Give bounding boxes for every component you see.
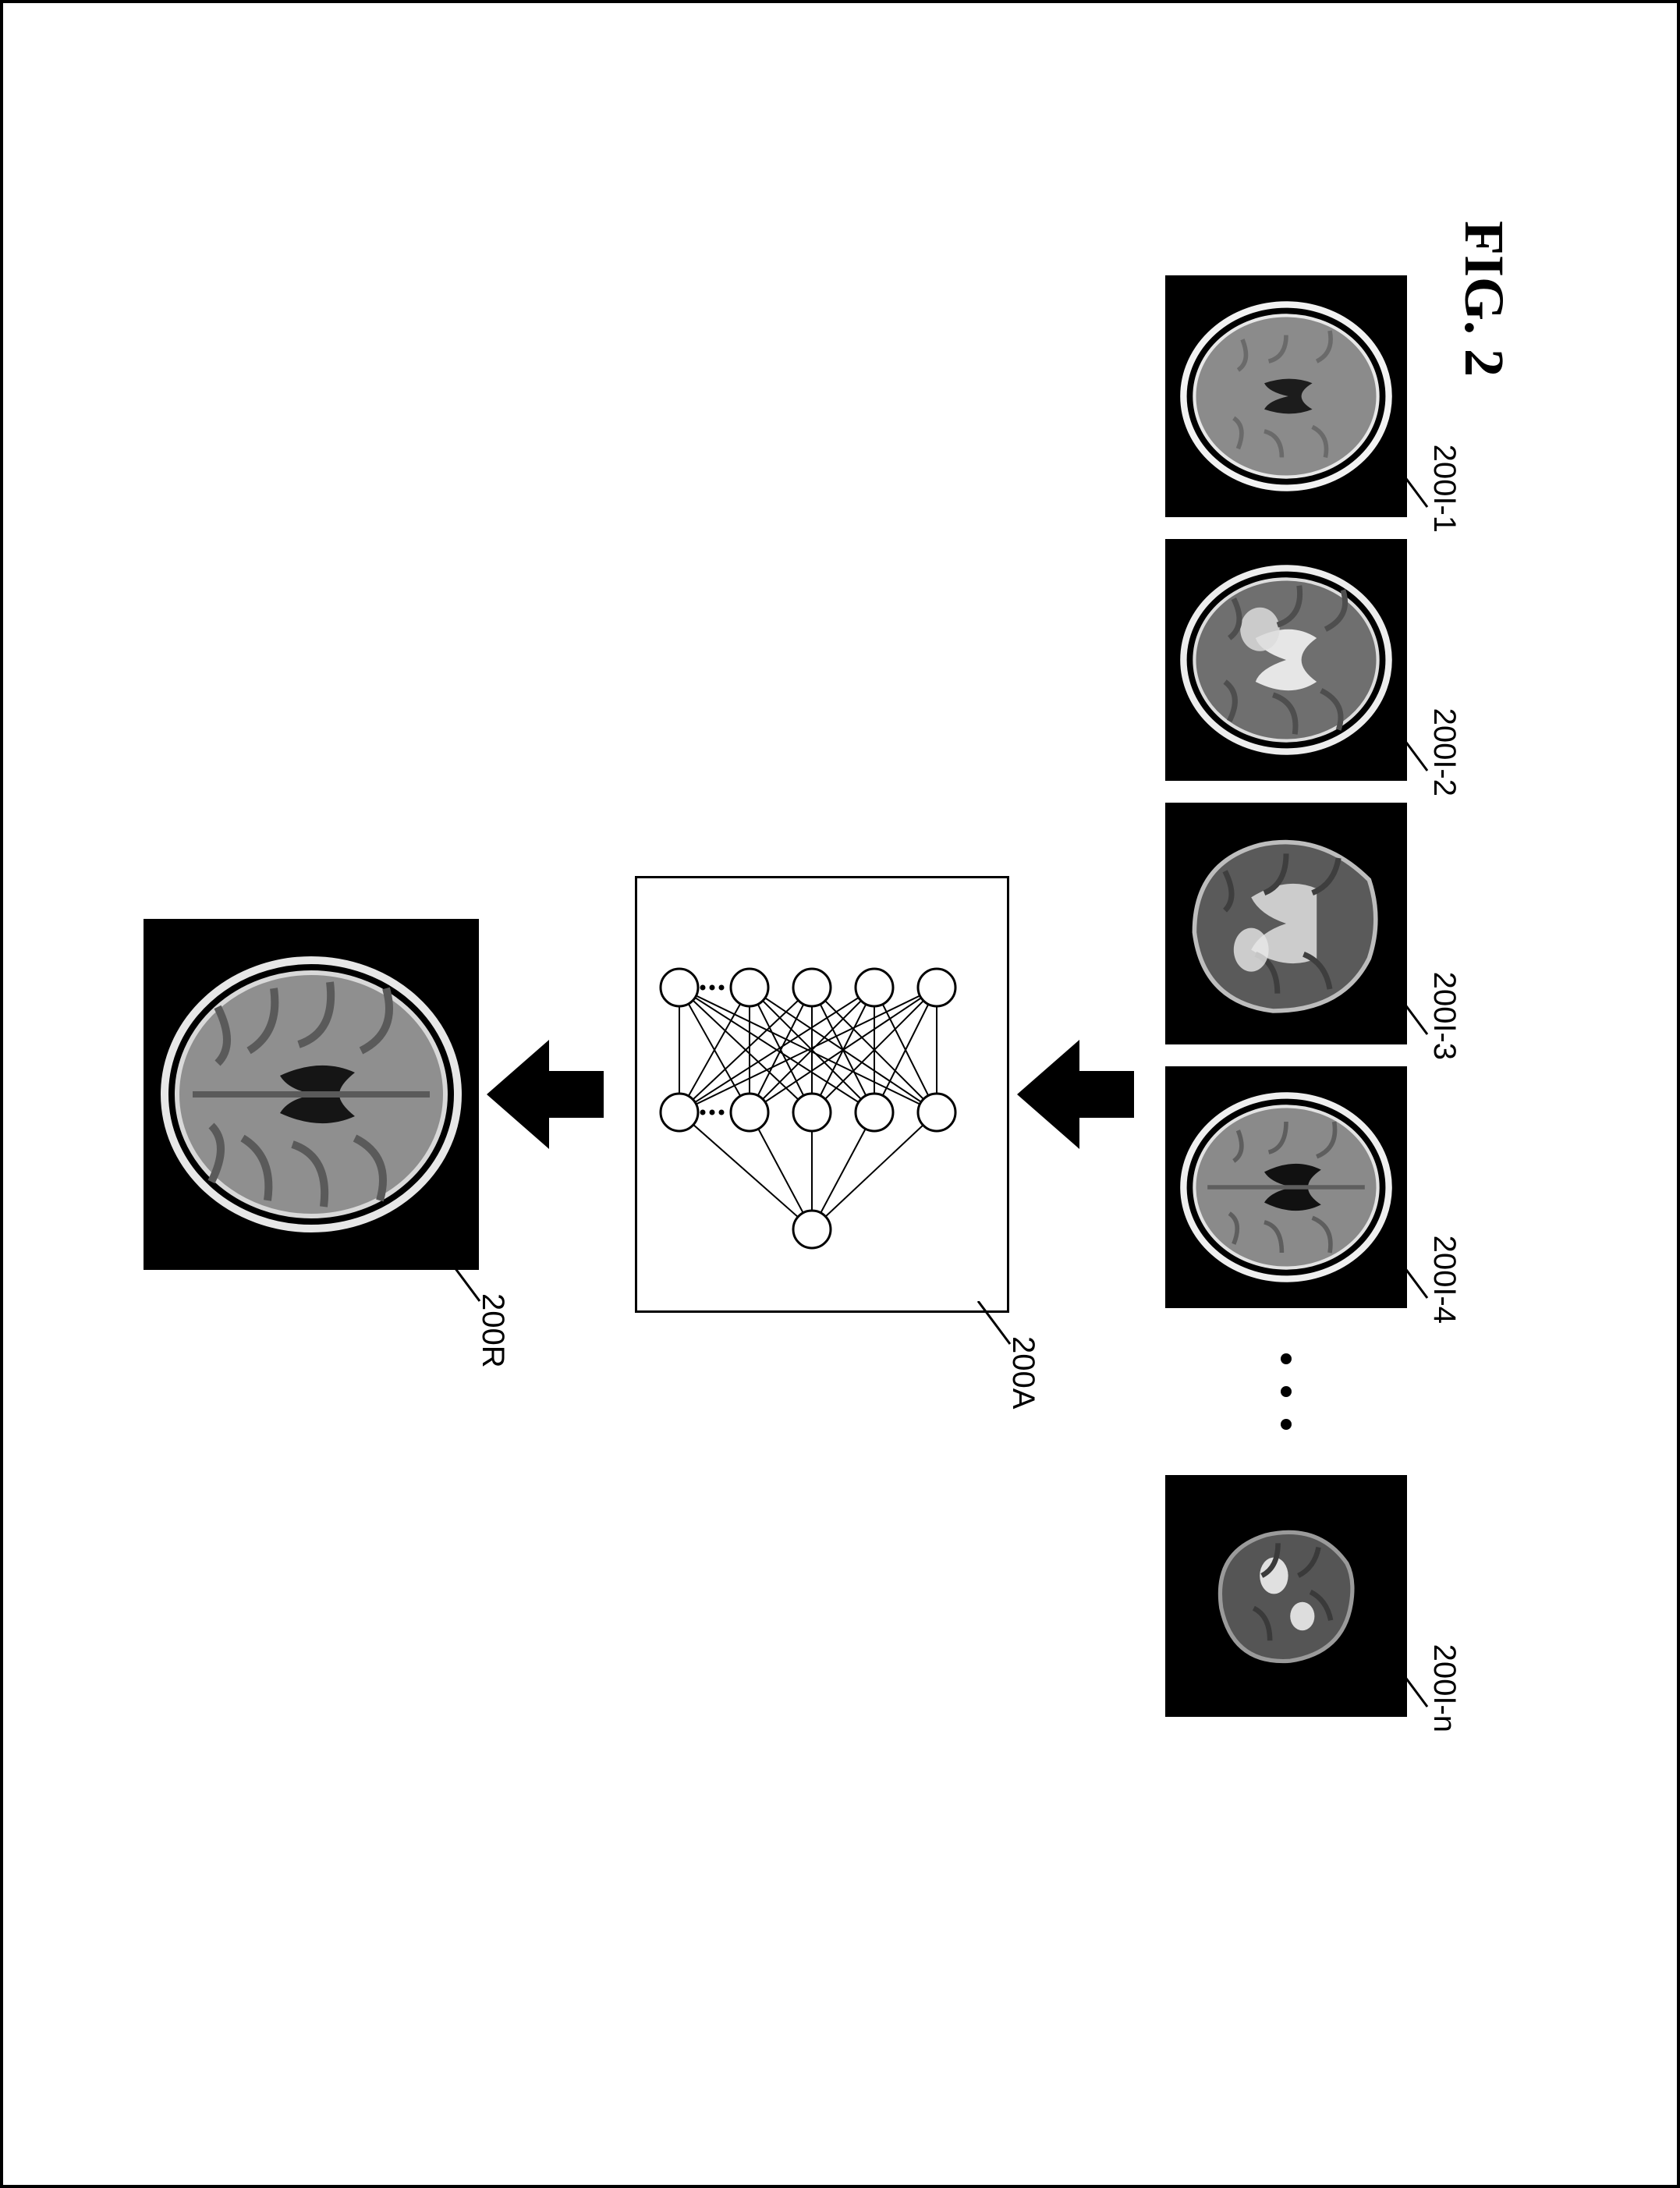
network-box-callout-line <box>966 1301 1013 1356</box>
brain-scan-image <box>1185 1495 1388 1697</box>
neural-network-box <box>635 876 1009 1313</box>
brain-scan-image <box>1177 814 1395 1033</box>
ellipsis-icon <box>1165 1330 1407 1453</box>
input-image-2-label: 200I-2 <box>1427 707 1462 796</box>
brain-scan-image <box>1177 1078 1395 1296</box>
arrow-down-icon <box>1017 1040 1134 1149</box>
output-image-callout-line <box>436 1258 483 1313</box>
input-image-1-label: 200I-1 <box>1427 444 1462 532</box>
brain-scan-image <box>155 938 467 1250</box>
input-image-4: 200I-4 <box>1165 1066 1407 1308</box>
brain-scan-image <box>1177 551 1395 769</box>
output-image <box>144 919 479 1270</box>
input-image-2: 200I-2 <box>1165 539 1407 781</box>
brain-scan-image <box>1177 287 1395 505</box>
input-images-row: 200I-1 200I-2 <box>1165 275 1407 1717</box>
input-image-n-label: 200I-n <box>1427 1644 1462 1732</box>
figure-page: FIG. 2 200I-1 <box>0 0 1680 2188</box>
input-image-3-label: 200I-3 <box>1427 971 1462 1059</box>
rotated-canvas: FIG. 2 200I-1 <box>78 80 1602 2108</box>
dot-icon <box>1281 1386 1292 1397</box>
input-image-n: 200I-n <box>1165 1475 1407 1717</box>
dot-icon <box>1281 1353 1292 1364</box>
input-image-1: 200I-1 <box>1165 275 1407 517</box>
neural-network-diagram <box>633 878 1007 1315</box>
input-image-4-label: 200I-4 <box>1427 1235 1462 1323</box>
arrow-down-icon <box>487 1040 604 1149</box>
dot-icon <box>1281 1419 1292 1430</box>
input-image-3: 200I-3 <box>1165 803 1407 1044</box>
figure-label: FIG. 2 <box>1451 221 1516 377</box>
